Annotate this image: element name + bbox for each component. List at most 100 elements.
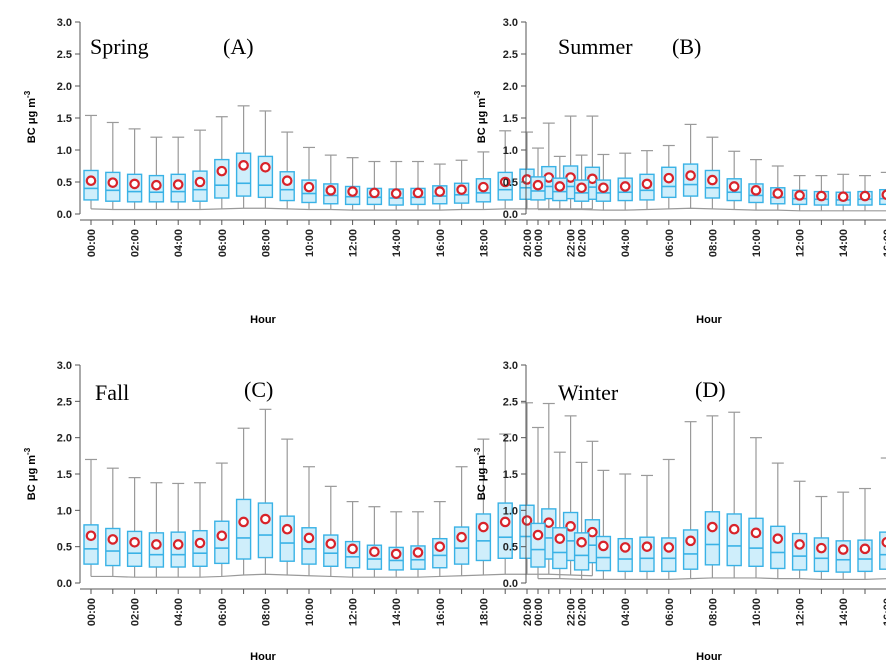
mean-marker [663, 542, 675, 553]
box [726, 513, 742, 567]
x-tick-label: 10:00 [304, 598, 316, 626]
x-tick-label: 14:00 [838, 598, 850, 626]
box [748, 517, 764, 567]
season-label: Winter [558, 380, 619, 405]
x-tick-label: 18:00 [478, 229, 490, 257]
mean-marker [532, 179, 544, 191]
x-tick-label: 16:00 [882, 229, 886, 257]
x-tick-label: 20:00 [522, 598, 534, 626]
x-tick-label: 06:00 [664, 598, 676, 626]
box [235, 498, 252, 560]
mean-marker [194, 176, 206, 188]
y-tick-label: 3.0 [503, 17, 518, 29]
box-series [530, 123, 886, 211]
y-tick-label: 1.5 [57, 113, 72, 125]
mean-marker [554, 533, 566, 544]
mean-marker [281, 523, 293, 535]
x-tick-label: 08:00 [260, 229, 272, 257]
x-tick-label: 10:00 [751, 229, 763, 257]
box [279, 515, 295, 562]
box [475, 513, 492, 562]
x-tick-label: 00:00 [533, 229, 545, 257]
x-tick-label: 06:00 [664, 229, 676, 257]
box [214, 520, 230, 565]
lower-whisker-trend [538, 207, 886, 212]
mean-marker [172, 539, 184, 550]
box [257, 502, 274, 559]
y-tick-label: 2.5 [57, 49, 72, 61]
x-tick-label: 02:00 [577, 229, 589, 257]
x-tick-label: 08:00 [707, 598, 719, 626]
box [770, 525, 786, 570]
panel-letter: (B) [672, 34, 701, 59]
mean-marker [816, 190, 827, 202]
panel-letter: (D) [695, 377, 726, 402]
x-tick-label: 08:00 [707, 229, 719, 257]
y-tick-label: 0.5 [503, 542, 518, 554]
lower-whisker-trend [90, 207, 593, 211]
mean-marker [532, 529, 544, 541]
mean-marker [347, 186, 358, 197]
mean-marker [303, 181, 315, 193]
mean-marker [750, 527, 762, 539]
mean-marker [619, 181, 631, 192]
lower-whisker-trend [538, 577, 886, 580]
mean-marker [194, 537, 206, 549]
y-axis-label: BC μg m-3 [23, 447, 38, 500]
box [126, 530, 143, 567]
x-tick-label: 16:00 [435, 229, 447, 257]
panel-letter: (C) [244, 377, 273, 402]
y-tick-label: 1.0 [503, 505, 518, 517]
mean-marker [260, 513, 271, 525]
y-tick-label: 2.5 [503, 396, 518, 408]
season-label: Fall [95, 380, 129, 405]
x-tick-label: 14:00 [838, 229, 850, 257]
mean-marker [129, 537, 140, 548]
y-tick-label: 2.0 [57, 81, 72, 93]
mean-marker [707, 174, 718, 186]
mean-marker [151, 539, 162, 550]
mean-marker [151, 179, 162, 191]
x-tick-label: 04:00 [620, 598, 632, 626]
mean-marker [772, 533, 784, 544]
mean-marker [794, 539, 805, 550]
box [704, 511, 721, 566]
y-tick-label: 2.5 [503, 49, 518, 61]
x-tick-label: 06:00 [217, 229, 229, 257]
x-tick-label: 04:00 [173, 598, 185, 626]
mean-marker [641, 178, 653, 190]
mean-marker [499, 176, 511, 188]
box [214, 158, 230, 199]
y-tick-label: 0.0 [57, 578, 72, 590]
box-series [83, 105, 601, 211]
y-tick-label: 2.0 [57, 433, 72, 445]
mean-marker [216, 530, 228, 542]
mean-marker [587, 173, 598, 185]
mean-marker [369, 546, 380, 558]
mean-marker [881, 537, 886, 548]
mean-marker [303, 532, 315, 544]
x-tick-label: 16:00 [882, 598, 886, 626]
y-tick-label: 1.0 [57, 145, 72, 157]
mean-marker [794, 190, 805, 201]
x-tick-label: 22:00 [566, 229, 578, 257]
x-axis-label: Hour [696, 314, 722, 326]
mean-marker [107, 534, 119, 545]
box-series [530, 411, 886, 580]
x-axis-label: Hour [250, 651, 276, 663]
x-tick-label: 20:00 [522, 229, 534, 257]
mean-marker [281, 175, 293, 187]
mean-marker [641, 541, 653, 552]
y-tick-label: 1.0 [503, 145, 518, 157]
mean-marker [325, 185, 337, 196]
x-tick-label: 12:00 [795, 598, 807, 626]
mean-marker [576, 182, 587, 194]
mean-marker [238, 516, 249, 528]
box [879, 531, 886, 570]
mean-marker [728, 181, 740, 192]
y-tick-label: 0.0 [503, 578, 518, 590]
mean-marker [565, 172, 576, 183]
y-tick-label: 0.5 [57, 542, 72, 554]
x-tick-label: 14:00 [391, 229, 403, 257]
x-tick-label: 02:00 [130, 229, 142, 257]
